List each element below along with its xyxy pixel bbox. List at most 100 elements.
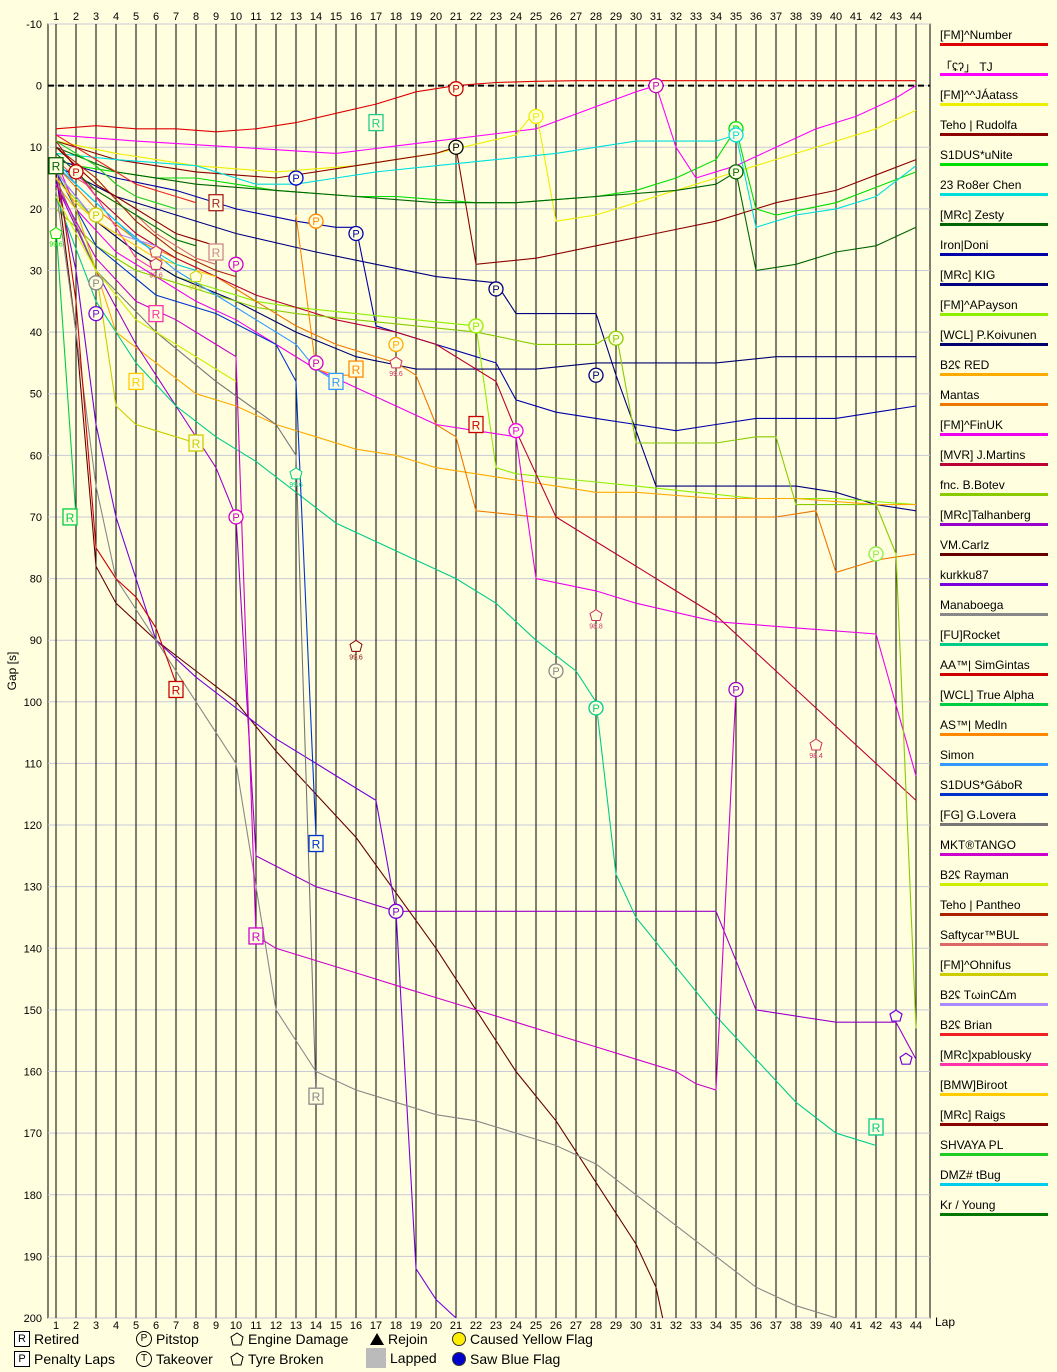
svg-text:R: R xyxy=(332,375,341,389)
series-line-21 xyxy=(55,159,177,684)
legend-entry: Teho | Pantheo xyxy=(938,896,1050,926)
series-line-29 xyxy=(55,146,237,278)
svg-text:99.6: 99.6 xyxy=(349,654,363,661)
y-tick-label: -10 xyxy=(26,19,42,31)
legend-driver-name: SHVAYA PL xyxy=(940,1138,1004,1152)
penalty-icon: P xyxy=(14,1351,30,1367)
x-tick-label-bottom: 31 xyxy=(650,1320,662,1332)
series-line-7 xyxy=(55,159,917,432)
svg-text:P: P xyxy=(392,339,399,351)
key-rejoin: Rejoin xyxy=(370,1331,428,1347)
series-line-38 xyxy=(55,159,197,272)
key-yellow-label: Caused Yellow Flag xyxy=(470,1331,593,1347)
retired-marker-40: R xyxy=(308,834,324,853)
x-tick-label-bottom: 26 xyxy=(550,1320,562,1332)
x-tick-label-bottom: 17 xyxy=(370,1320,382,1332)
key-takeover-label: Takeover xyxy=(156,1351,213,1367)
series-line-15 xyxy=(55,208,917,1029)
x-tick-label-top: 15 xyxy=(330,11,342,23)
legend-entry: [MRc]xpablousky xyxy=(938,1046,1050,1076)
key-rejoin-label: Rejoin xyxy=(388,1331,428,1347)
legend-entry: [FM]^APayson xyxy=(938,296,1050,326)
legend-color-swatch xyxy=(940,613,1048,616)
pitstop-marker-16: P xyxy=(468,318,484,334)
retired-marker-28: R xyxy=(48,157,64,175)
y-tick-label: 20 xyxy=(30,204,42,216)
legend-driver-name: 「ʢʔ」 TJ xyxy=(940,60,993,74)
legend-driver-name: [FM]^APayson xyxy=(940,298,1018,312)
x-tick-label-bottom: 13 xyxy=(290,1320,302,1332)
legend-driver-name: [MRc] Zesty xyxy=(940,208,1005,222)
legend-color-swatch xyxy=(940,253,1048,256)
x-tick-label-bottom: 41 xyxy=(850,1320,862,1332)
retired-icon: R xyxy=(14,1331,30,1347)
legend-color-swatch xyxy=(940,973,1048,976)
legend-driver-name: [MRc]xpablousky xyxy=(940,1048,1032,1062)
x-tick-label-top: 38 xyxy=(790,11,802,23)
svg-text:P: P xyxy=(452,142,459,154)
x-tick-label-top: 11 xyxy=(250,11,261,23)
key-engine: Engine Damage xyxy=(230,1331,348,1347)
x-tick-label-top: 31 xyxy=(650,11,662,23)
svg-text:R: R xyxy=(872,1121,881,1135)
legend-driver-name: Teho | Pantheo xyxy=(940,898,1021,912)
x-tick-label-top: 7 xyxy=(173,11,179,23)
pitstop-marker-3: P xyxy=(448,139,464,155)
pitstop-marker-2: P xyxy=(528,108,544,125)
x-tick-label-bottom: 4 xyxy=(113,1320,119,1332)
svg-text:P: P xyxy=(72,167,79,179)
retired-marker-39: R xyxy=(168,680,184,699)
key-takeover: T Takeover xyxy=(136,1351,213,1367)
legend-color-swatch xyxy=(940,373,1048,376)
x-tick-label-top: 32 xyxy=(670,11,682,23)
series-line-33 xyxy=(55,134,197,204)
legend-entry: 「ʢʔ」 TJ xyxy=(938,56,1050,86)
series-line-27 xyxy=(55,183,737,1091)
legend-color-swatch xyxy=(940,643,1048,646)
svg-text:P: P xyxy=(732,684,739,696)
grid-layer xyxy=(47,23,931,1319)
key-yellow: Caused Yellow Flag xyxy=(452,1331,593,1347)
legend-driver-name: [MVR] J.Martins xyxy=(940,448,1026,462)
legend-entry: B2ʢ Rayman xyxy=(938,866,1050,896)
legend-entry: B2ʢ RED xyxy=(938,356,1050,386)
x-tick-label-top: 2 xyxy=(73,11,79,23)
pitstop-marker-25: P xyxy=(728,681,744,698)
legend-entry: [FG] G.Lovera xyxy=(938,806,1050,836)
legend-color-swatch xyxy=(940,463,1048,466)
x-tick-label-top: 35 xyxy=(730,11,742,23)
legend-color-swatch xyxy=(940,103,1048,106)
legend-driver-name: MKT®TANGO xyxy=(940,838,1016,852)
series-line-23 xyxy=(295,214,356,376)
x-tick-label-bottom: 29 xyxy=(610,1320,622,1332)
legend-entry: VM.Carlz xyxy=(938,536,1050,566)
x-tick-label-top: 9 xyxy=(213,11,219,23)
legend-entry: [WCL] True Alpha xyxy=(938,686,1050,716)
x-tick-label-bottom: 36 xyxy=(750,1320,762,1332)
pitstop-marker-0: P xyxy=(448,81,464,97)
x-tick-label-top: 28 xyxy=(590,11,602,23)
plot-area xyxy=(47,23,931,1319)
legend-entry: fnc. B.Botev xyxy=(938,476,1050,506)
x-tick-label-bottom: 23 xyxy=(490,1320,502,1332)
retired-marker-43: R xyxy=(868,1118,884,1136)
key-engine-label: Engine Damage xyxy=(248,1331,349,1347)
series-line-22 xyxy=(55,227,77,518)
legend-color-swatch xyxy=(940,553,1048,556)
legend-entry: AA™| SimGintas xyxy=(938,656,1050,686)
svg-text:P: P xyxy=(592,703,599,715)
lapped-icon xyxy=(366,1348,386,1368)
pitstop-marker-14: P xyxy=(488,281,504,297)
pitstop-marker-17: P xyxy=(608,330,624,346)
legend-color-swatch xyxy=(940,283,1048,286)
legend-driver-name: Mantas xyxy=(940,388,980,402)
retired-marker-36: R xyxy=(468,415,484,434)
x-tick-label-bottom: 30 xyxy=(630,1320,642,1332)
x-tick-label-bottom: 33 xyxy=(690,1320,702,1332)
svg-text:R: R xyxy=(372,117,381,131)
svg-text:P: P xyxy=(232,512,239,524)
key-pitstop-label: Pitstop xyxy=(156,1331,199,1347)
legend-driver-name: Kr / Young xyxy=(940,1198,996,1212)
legend-entry: [FM]^Ohnifus xyxy=(938,956,1050,986)
x-tick-label-bottom: 7 xyxy=(173,1320,179,1332)
